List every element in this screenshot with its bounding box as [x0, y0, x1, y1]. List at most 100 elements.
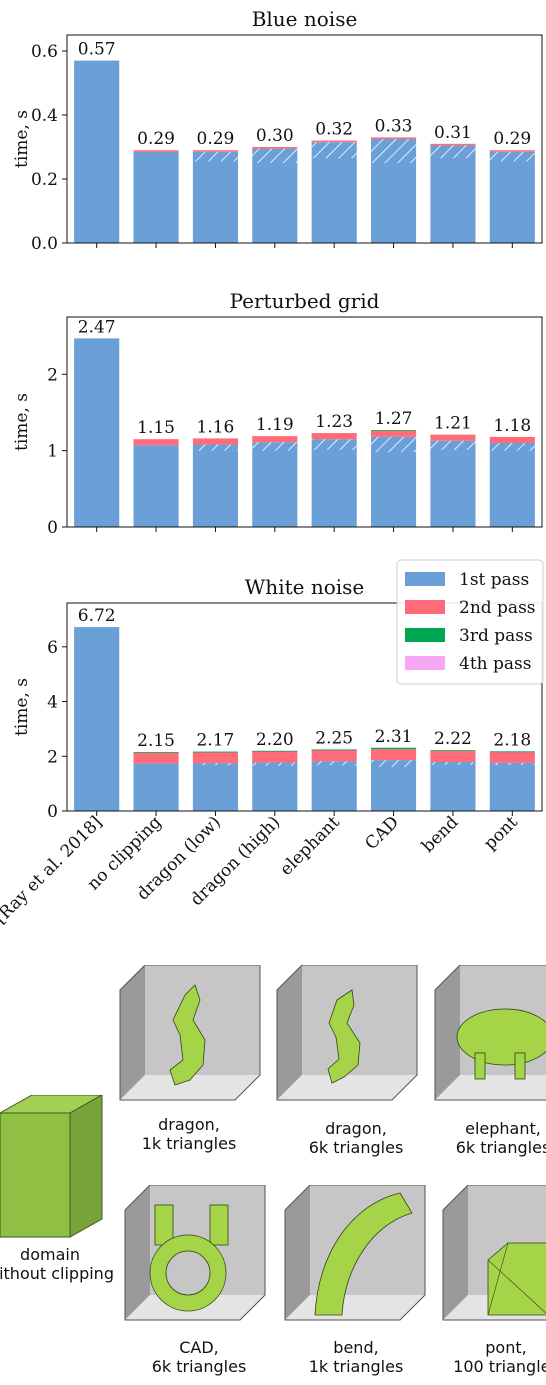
bar-1st-pass — [430, 440, 476, 527]
y-tick-label: 2 — [47, 365, 58, 385]
bar-2nd-pass — [430, 434, 476, 441]
bar-total-label: 1.18 — [493, 416, 531, 436]
legend-label: 2nd pass — [459, 598, 536, 618]
legend-swatch — [405, 600, 445, 614]
bar-2nd-pass — [489, 150, 535, 152]
thumb-no-clipping — [0, 1094, 110, 1245]
y-tick-label: 0.6 — [31, 42, 58, 62]
bar-clipping-hatch — [371, 760, 417, 767]
bar-1st-pass — [371, 760, 417, 811]
thumb-dragon-high — [272, 964, 422, 1115]
bar-clipping-hatch — [192, 444, 238, 451]
bar-2nd-pass — [430, 143, 476, 146]
bar-total-label: 0.32 — [315, 120, 353, 140]
bar-clipping-hatch — [430, 440, 476, 450]
y-axis-label: time, s — [12, 678, 32, 736]
bar-clipping-hatch — [311, 142, 357, 159]
pont-mesh-icon — [442, 1184, 546, 1321]
thumb-elephant — [430, 964, 546, 1115]
bar-1st-pass — [192, 763, 238, 811]
legend-swatch — [405, 572, 445, 586]
bar-2nd-pass — [252, 436, 298, 443]
bar-1st-pass — [192, 151, 238, 243]
bar-1st-pass — [311, 142, 357, 243]
bar-3rd-pass — [371, 747, 417, 750]
bar-1st-pass — [74, 338, 120, 527]
bar-3rd-pass — [311, 749, 357, 751]
bar-total-label: 2.15 — [137, 731, 175, 751]
bar-clipping-hatch — [192, 763, 238, 766]
bar-1st-pass — [489, 443, 535, 527]
y-tick-label: 0.4 — [31, 106, 58, 126]
bar-1st-pass — [311, 439, 357, 527]
bar-total-label: 2.47 — [78, 317, 116, 337]
y-tick-label: 0 — [47, 518, 58, 538]
bar-total-label: 2.17 — [197, 731, 235, 751]
bar-1st-pass — [252, 442, 298, 527]
elephant-mesh-icon — [434, 964, 546, 1101]
caption-elephant: elephant, 6k triangles — [455, 1119, 546, 1157]
x-tick-label: bend — [418, 812, 462, 856]
bar-1st-pass — [430, 762, 476, 811]
caption-no-clipping: domain without clipping — [0, 1245, 114, 1283]
bar-3rd-pass — [489, 751, 535, 753]
timing-charts: Blue noise time, s 0.57 0.29 0.29 0.30 0.32 0.3… — [0, 7, 544, 928]
bar-clipping-hatch — [371, 436, 417, 453]
bar-1st-pass — [489, 151, 535, 243]
bar-3rd-pass — [430, 750, 476, 752]
legend-label: 1st pass — [459, 570, 529, 590]
bar-clipping-hatch — [252, 148, 298, 163]
bar-total-label: 2.31 — [375, 727, 413, 747]
x-tick-label: [Ray et al. 2018] — [0, 812, 106, 928]
bar-total-label: 1.27 — [375, 409, 413, 429]
bar-total-label: 2.20 — [256, 730, 294, 750]
bar-total-label: 1.15 — [137, 418, 175, 438]
bar-1st-pass — [74, 627, 120, 811]
bar-2nd-pass — [252, 147, 298, 149]
bar-2nd-pass — [430, 750, 476, 763]
bar-clipping-hatch — [311, 761, 357, 766]
thumb-cad — [120, 1184, 270, 1335]
bar-2nd-pass — [371, 430, 417, 437]
bar-total-label: 1.16 — [197, 417, 235, 437]
bar-total-label: 0.29 — [197, 129, 235, 149]
bar-3rd-pass — [133, 752, 179, 753]
thumb-bend — [280, 1184, 430, 1335]
bar-total-label: 1.21 — [434, 414, 472, 434]
bar-clipping-hatch — [252, 762, 298, 766]
legend: 1st pass 2nd pass 3rd pass 4th pass — [396, 559, 544, 685]
y-tick-label: 0.0 — [31, 234, 58, 254]
bar-total-label: 2.18 — [493, 730, 531, 750]
bar-1st-pass — [133, 151, 179, 243]
bar-total-label: 0.29 — [137, 129, 175, 149]
y-axis-label: time, s — [12, 110, 32, 168]
bar-clipping-hatch — [371, 139, 417, 163]
y-tick-label: 4 — [47, 693, 58, 713]
x-tick-label: CAD — [361, 812, 403, 854]
chart-title: Perturbed grid — [230, 289, 380, 313]
legend-swatch — [405, 656, 445, 670]
bar-1st-pass — [252, 148, 298, 243]
bar-2nd-pass — [311, 433, 357, 440]
bar-3rd-pass — [371, 430, 417, 431]
bar-1st-pass — [133, 763, 179, 811]
thumb-pont — [438, 1184, 546, 1335]
bar-2nd-pass — [311, 749, 357, 762]
chart-0: Blue noise time, s 0.57 0.29 0.29 0.30 0.32 0.3… — [12, 7, 543, 254]
bar-2nd-pass — [252, 751, 298, 763]
caption-pont: pont, 100 triangles — [453, 1338, 546, 1376]
bend-mesh-icon — [284, 1184, 426, 1321]
bar-1st-pass — [430, 145, 476, 243]
cad-mesh-icon — [124, 1184, 266, 1321]
bar-clipping-hatch — [430, 762, 476, 765]
bar-3rd-pass — [192, 751, 238, 753]
bar-2nd-pass — [133, 150, 179, 152]
chart-title: Blue noise — [252, 7, 358, 31]
y-tick-label: 0 — [47, 802, 58, 822]
y-axis-label: time, s — [12, 393, 32, 451]
bar-1st-pass — [74, 60, 120, 243]
thumb-dragon-low — [115, 964, 265, 1115]
legend-box — [396, 559, 544, 685]
x-tick-label: pont — [480, 812, 522, 854]
bar-2nd-pass — [371, 137, 417, 139]
